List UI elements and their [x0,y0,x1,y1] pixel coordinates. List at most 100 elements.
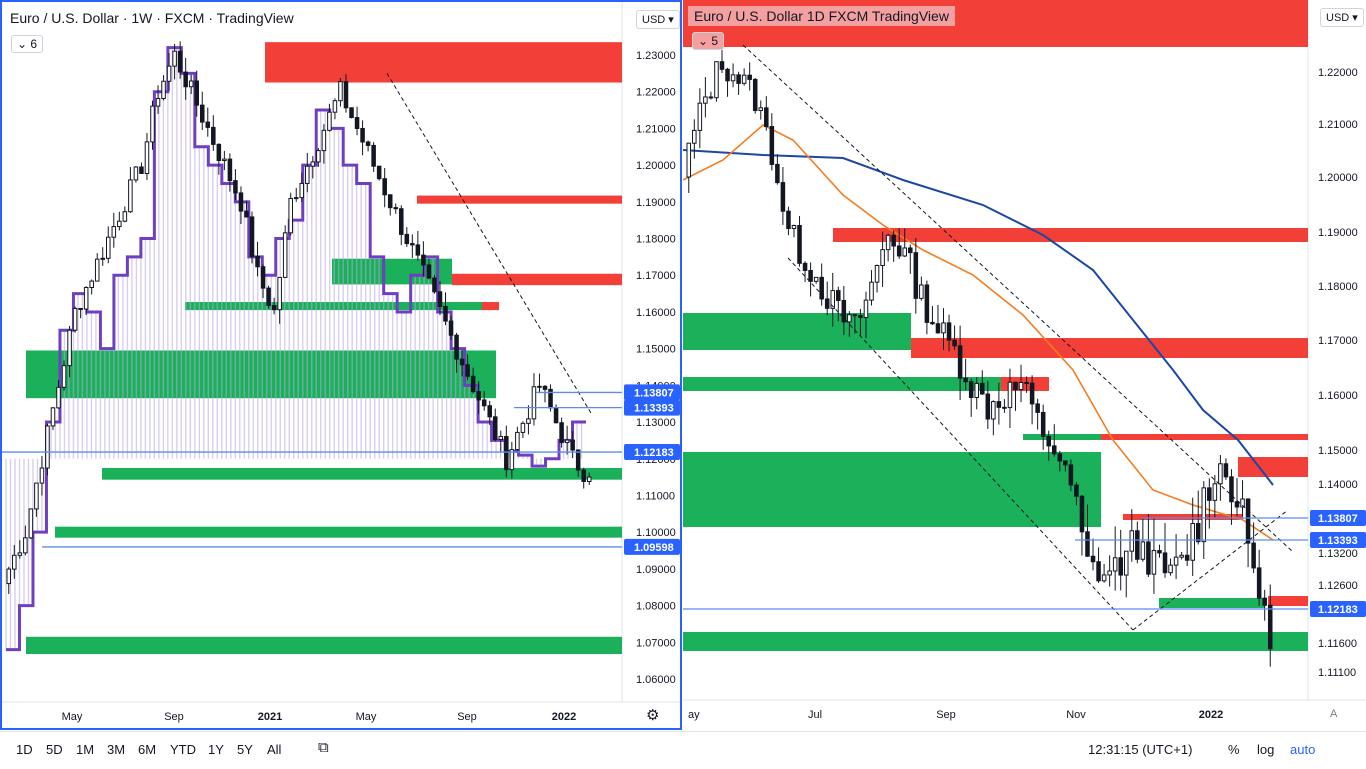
candle [714,61,719,102]
left-currency-button[interactable]: USD ▾ [636,10,680,29]
right-chart-pane[interactable]: 1.22000 1.21000 1.20000 1.19000 1.18000 1.170… [683,0,1366,730]
candle-body [459,358,465,366]
candle-body [470,375,476,393]
candle-body [94,258,100,282]
range-button-6m[interactable]: 6M [138,742,157,757]
auto-button[interactable]: auto [1290,742,1316,757]
candle-body [542,385,548,390]
moving-average-slow [683,149,1274,486]
candle [858,308,863,337]
candle [199,91,205,131]
candle-body [824,298,830,309]
left-indicator-badge[interactable]: ⌄ 6 [11,35,44,53]
y-tick-label: 1.09000 [636,564,676,576]
candle [913,238,919,314]
zone-rect [1123,514,1243,520]
y-tick-label: 1.12600 [1318,580,1358,592]
x-tick-label: Sep [164,711,184,723]
range-button-1d[interactable]: 1D [16,742,33,757]
candle-body [957,345,963,379]
candle [1068,459,1074,492]
x-tick-label: Sep [457,711,477,723]
candle [1123,550,1129,598]
candle [166,52,172,91]
candle-body [1229,476,1234,503]
candle-body [288,197,293,234]
candle [183,57,188,100]
candle-body [885,234,891,251]
left-chart-canvas[interactable]: 1.23000 1.22000 1.21000 1.20000 1.19000 1.180… [2,2,680,728]
candle-body [448,320,454,336]
range-button-3m[interactable]: 3M [107,742,126,757]
channel-lower-dashed [787,257,1134,631]
candle [222,150,227,171]
candle [924,280,930,335]
y-tick-label: 1.16000 [1318,390,1358,402]
right-indicator-badge[interactable]: ⌄ 5 [692,32,725,50]
auto-scale-corner[interactable]: A [1330,708,1338,720]
channel-rising-dashed [1132,509,1289,631]
y-tick-label: 1.18000 [1318,281,1358,293]
price-tag-label: 1.13807 [634,387,674,399]
candle-body [968,381,974,398]
range-button-all[interactable]: All [267,742,282,757]
candle [282,225,288,278]
candle [481,390,487,411]
left-chart-pane[interactable]: 1.23000 1.22000 1.21000 1.20000 1.19000 1.180… [0,0,682,730]
candle [1135,521,1140,564]
candle [194,70,199,117]
candle-body [1195,523,1201,543]
candle [952,325,957,350]
candle [841,285,847,336]
log-button[interactable]: log [1257,742,1275,757]
candle-body [708,96,714,99]
range-button-1y[interactable]: 1Y [208,742,224,757]
candle [249,211,255,264]
candle-body [1267,604,1273,650]
candle-body [227,158,233,182]
right-chart-canvas[interactable]: 1.22000 1.21000 1.20000 1.19000 1.18000 1.170… [683,0,1366,730]
candle-body [802,262,808,271]
candle [741,68,747,86]
percent-button[interactable]: % [1228,742,1240,757]
candle [1207,478,1212,529]
candle-body [321,129,327,152]
candle-body [697,102,703,131]
range-button-5d[interactable]: 5D [46,742,63,757]
candle [791,224,797,238]
candle-body [520,422,526,433]
zone-rect [683,377,1001,391]
candle [1024,376,1029,393]
candle-body [1046,435,1051,447]
clock-time[interactable]: 12:31:15 (UTC+1) [1088,742,1193,757]
y-tick-label: 1.08000 [636,601,676,613]
right-currency-button[interactable]: USD ▾ [1320,8,1364,27]
candle [686,142,692,193]
candle [17,540,23,559]
calendar-range-icon[interactable]: ⧉ [318,739,329,756]
right-chart-title: Euro / U.S. Dollar 1D FXCM TradingView [688,6,955,26]
candle [117,211,122,231]
candle [61,360,67,391]
candle-body [492,416,498,440]
candle [349,107,354,119]
candle [321,124,327,164]
candle-body [216,143,222,162]
candle [299,172,305,203]
candle [1063,460,1068,472]
candle [968,378,974,417]
candle-body [1207,487,1212,501]
candle [211,115,216,151]
range-button-5y[interactable]: 5Y [237,742,253,757]
candle [111,212,117,248]
candle-body [332,100,338,113]
candle [67,325,72,378]
candle-body [1112,557,1118,572]
chevron-down-icon: ⌄ [17,37,28,51]
left-chart-title: Euro / U.S. Dollar · 1W · FXCM · Trading… [10,10,294,26]
range-button-1m[interactable]: 1M [76,742,95,757]
range-button-ytd[interactable]: YTD [170,742,196,757]
candle [6,566,12,594]
gear-icon[interactable]: ⚙ [646,707,660,724]
candle-body [714,61,719,99]
